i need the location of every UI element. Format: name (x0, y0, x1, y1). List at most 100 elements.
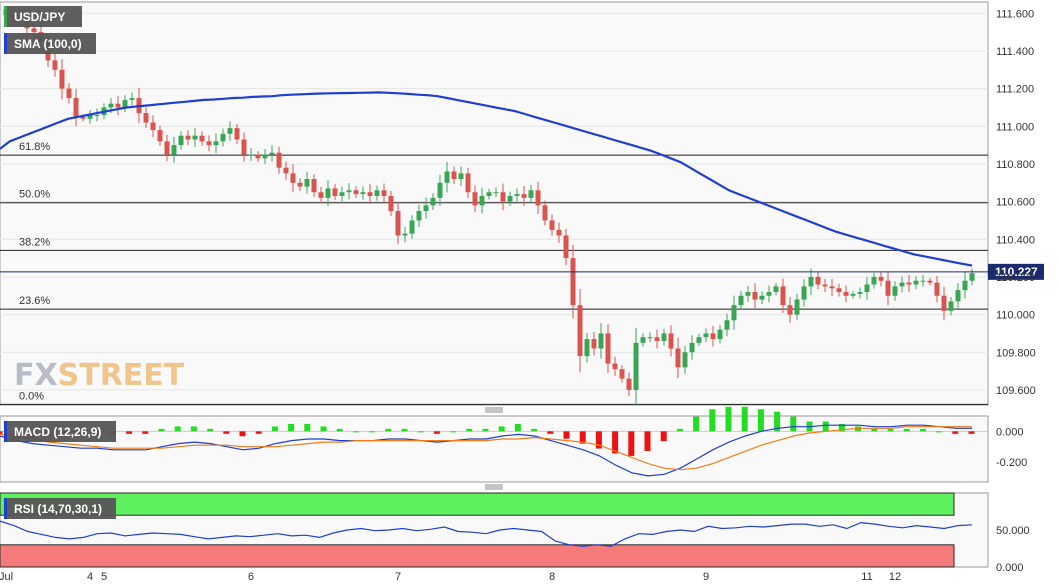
candle (283, 161, 289, 180)
macd-hist-bar (207, 428, 214, 432)
instrument-tag[interactable]: USD/JPY (4, 6, 82, 27)
candle-body (115, 103, 121, 108)
candle-body (325, 188, 331, 198)
sma-line (0, 91, 973, 267)
candle (521, 186, 527, 206)
candle (836, 283, 842, 297)
candle (850, 291, 856, 299)
macd-hist-bar (336, 428, 343, 432)
time-tick-label: 11 (861, 571, 872, 583)
candle-body (682, 352, 688, 368)
candle-body (199, 135, 205, 142)
candle-body (360, 192, 366, 195)
macd-hist-bar (871, 428, 878, 432)
candle-body (899, 282, 905, 287)
candle (73, 88, 79, 127)
candle-body (402, 233, 408, 236)
candle-body (416, 211, 422, 221)
macd-hist-bar (628, 431, 635, 456)
macd-hist-bar (595, 431, 602, 449)
macd-rsi-splitter[interactable] (485, 484, 503, 490)
time-tick-label: Jul (0, 571, 13, 583)
candle (52, 53, 58, 77)
candle-body (752, 292, 758, 300)
candle-body (157, 130, 163, 142)
candle-body (773, 286, 779, 293)
price-tick-label: 111.200 (996, 84, 1034, 96)
candle-body (836, 288, 842, 293)
candle (66, 83, 72, 104)
rsi-tag[interactable]: RSI (14,70,30,1) (4, 498, 116, 519)
candle (864, 276, 870, 300)
candle (787, 297, 793, 323)
candle (696, 333, 702, 347)
macd-hist-bar (223, 431, 230, 434)
macd-tick-label: -0.200 (996, 457, 1027, 469)
candle-body (80, 116, 86, 119)
macd-hist-bar (693, 416, 700, 432)
candle (899, 276, 905, 293)
price-tick-label: 110.400 (996, 234, 1035, 246)
candle (927, 278, 933, 286)
candle-body (248, 154, 254, 156)
macd-hist-bar (498, 426, 505, 432)
candle-body (906, 282, 912, 285)
candle (535, 181, 541, 214)
price-gridlines (0, 12, 988, 391)
candle-body (549, 220, 555, 230)
price-macd-splitter[interactable] (485, 407, 503, 413)
candle-body (927, 280, 933, 283)
candle-body (514, 194, 520, 196)
candle-body (528, 190, 534, 198)
fib-label: 50.0% (19, 189, 50, 201)
candle (192, 128, 198, 148)
fibonacci-levels: 61.8% 50.0% 38.2% 23.6% 0.0% (0, 141, 988, 405)
candle (234, 123, 240, 144)
candle-body (500, 192, 506, 202)
fib-label: 61.8% (19, 141, 50, 153)
candle (682, 345, 688, 374)
candle (227, 121, 233, 141)
macd-hist-bar (936, 431, 943, 433)
candle-body (59, 69, 65, 89)
signal-line (0, 426, 972, 471)
candle (178, 131, 184, 150)
candle-body (857, 292, 863, 294)
candle-body (689, 342, 695, 353)
candle (367, 184, 373, 205)
candle (633, 328, 639, 405)
candle-body (318, 192, 324, 198)
candle-body (675, 348, 681, 368)
candle-body (423, 205, 429, 212)
candle (878, 271, 884, 287)
candle-body (542, 205, 548, 221)
candle (325, 180, 331, 206)
candle-body (962, 280, 968, 291)
candle (199, 131, 205, 146)
candle (563, 228, 569, 265)
candle (220, 128, 226, 147)
candle (969, 268, 975, 286)
candle (269, 145, 275, 162)
candle (605, 324, 611, 373)
candle (759, 291, 765, 305)
rsi-label: RSI (14,70,30,1) (14, 502, 102, 516)
macd-tag[interactable]: MACD (12,26,9) (4, 421, 116, 442)
candle-body (171, 145, 177, 155)
price-tick-label: 110.600 (996, 197, 1035, 209)
rsi-overbought-zone (0, 492, 955, 516)
candle-body (220, 133, 226, 142)
candle-body (584, 339, 590, 357)
candle (773, 283, 779, 296)
candle-body (717, 329, 723, 340)
sma-tag[interactable]: SMA (100,0) (4, 33, 96, 54)
candle-body (654, 337, 660, 341)
candle-body (374, 190, 380, 196)
candle-body (794, 299, 800, 315)
macd-tick-label: 0.000 (996, 426, 1024, 438)
candle (549, 214, 555, 236)
candle-body (759, 295, 765, 300)
candle (808, 268, 814, 295)
candle-body (451, 171, 457, 180)
candle-body (703, 333, 709, 338)
